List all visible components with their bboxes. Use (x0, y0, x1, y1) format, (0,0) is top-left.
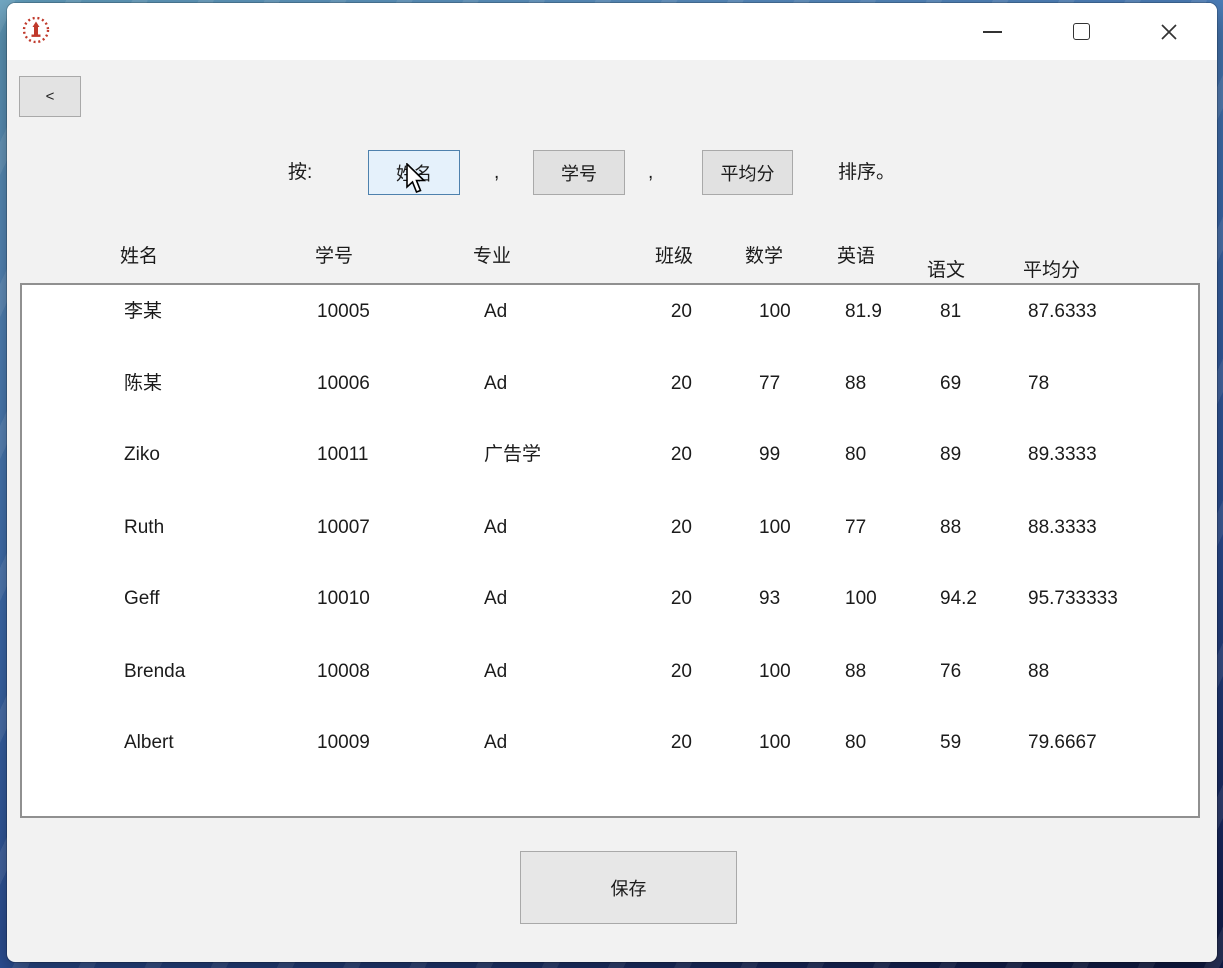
cell-class: 20 (670, 588, 692, 609)
cell-major: Ad (484, 588, 508, 609)
cell-id: 10011 (317, 444, 369, 465)
close-icon (1161, 23, 1177, 40)
header-average: 平均分 (1023, 260, 1081, 281)
sort-prefix-label: 按: (288, 162, 313, 183)
cell-english: 100 (845, 588, 877, 609)
sort-separator: , (648, 162, 654, 183)
cell-name: Albert (124, 732, 174, 753)
minimize-icon (982, 30, 1002, 33)
cell-chinese: 89 (940, 444, 962, 465)
cell-chinese: 94.2 (940, 588, 977, 609)
table-row[interactable]: Ziko 10011 广告学 20 99 80 89 89.3333 (22, 442, 1198, 468)
sort-suffix-label: 排序。 (838, 162, 896, 183)
header-chinese: 语文 (927, 260, 966, 281)
cell-average: 88.3333 (1028, 517, 1097, 538)
cell-average: 79.6667 (1028, 732, 1097, 753)
cell-name: 李某 (124, 301, 163, 322)
header-name: 姓名 (120, 246, 159, 267)
cell-math: 100 (759, 517, 791, 538)
cell-major: Ad (484, 732, 508, 753)
maximize-button[interactable] (1051, 3, 1111, 60)
table-row[interactable]: Brenda 10008 Ad 20 100 88 76 88 (22, 659, 1198, 685)
header-id: 学号 (315, 246, 354, 267)
cell-id: 10009 (317, 732, 370, 753)
close-button[interactable] (1139, 3, 1199, 60)
cell-name: Ziko (124, 444, 160, 465)
header-math: 数学 (745, 246, 784, 267)
sort-separator: , (494, 162, 500, 183)
header-class: 班级 (655, 246, 694, 267)
cell-chinese: 76 (940, 661, 962, 682)
cell-average: 89.3333 (1028, 444, 1097, 465)
cell-english: 80 (845, 444, 867, 465)
cell-chinese: 81 (940, 301, 962, 322)
cell-id: 10010 (317, 588, 370, 609)
cell-name: Ruth (124, 517, 165, 538)
cell-class: 20 (670, 301, 692, 322)
cell-math: 99 (759, 444, 781, 465)
cell-average: 95.733333 (1028, 588, 1118, 609)
cell-english: 81.9 (845, 301, 882, 322)
cell-major: 广告学 (484, 444, 542, 465)
cell-english: 88 (845, 373, 867, 394)
cell-class: 20 (670, 732, 692, 753)
maximize-icon (1072, 23, 1090, 40)
cell-major: Ad (484, 373, 508, 394)
title-bar[interactable] (7, 3, 1217, 60)
cell-english: 77 (845, 517, 867, 538)
cell-major: Ad (484, 661, 508, 682)
table-row[interactable]: Albert 10009 Ad 20 100 80 59 79.6667 (22, 730, 1198, 756)
cell-average: 87.6333 (1028, 301, 1097, 322)
cell-major: Ad (484, 517, 508, 538)
cell-math: 100 (759, 732, 791, 753)
cell-class: 20 (670, 517, 692, 538)
cell-major: Ad (484, 301, 508, 322)
cell-class: 20 (670, 661, 692, 682)
cell-chinese: 88 (940, 517, 962, 538)
student-list[interactable]: 李某 10005 Ad 20 100 81.9 81 87.6333 陈某 10006 Ad 20 77… (20, 283, 1200, 818)
table-row[interactable]: 李某 10005 Ad 20 100 81.9 81 87.6333 (22, 299, 1198, 325)
cell-class: 20 (670, 373, 692, 394)
cell-math: 100 (759, 661, 791, 682)
back-button[interactable]: < (19, 76, 81, 117)
sort-by-average-button[interactable]: 平均分 (702, 150, 793, 195)
cell-chinese: 59 (940, 732, 962, 753)
cell-id: 10005 (317, 301, 370, 322)
minimize-button[interactable] (962, 3, 1022, 60)
table-row[interactable]: 陈某 10006 Ad 20 77 88 69 78 (22, 371, 1198, 397)
cell-id: 10008 (317, 661, 370, 682)
cell-chinese: 69 (940, 373, 962, 394)
header-major: 专业 (473, 246, 512, 267)
cell-name: Brenda (124, 661, 186, 682)
cell-id: 10007 (317, 517, 370, 538)
table-row[interactable]: Ruth 10007 Ad 20 100 77 88 88.3333 (22, 515, 1198, 541)
header-english: 英语 (837, 246, 876, 267)
cell-math: 93 (759, 588, 781, 609)
cell-name: Geff (124, 588, 160, 609)
app-logo-icon (22, 16, 50, 44)
cell-id: 10006 (317, 373, 370, 394)
table-row[interactable]: Geff 10010 Ad 20 93 100 94.2 95.733333 (22, 586, 1198, 612)
cell-name: 陈某 (124, 373, 163, 394)
cell-english: 88 (845, 661, 867, 682)
sort-by-name-button[interactable]: 姓名 (368, 150, 460, 195)
save-button[interactable]: 保存 (520, 851, 737, 924)
sort-by-id-button[interactable]: 学号 (533, 150, 625, 195)
cell-math: 77 (759, 373, 781, 394)
cell-average: 88 (1028, 661, 1050, 682)
cell-math: 100 (759, 301, 791, 322)
cell-english: 80 (845, 732, 867, 753)
app-window: < 按: 姓名 , 学号 , 平均分 排序。 姓名 学号 专业 班级 数学 英语… (7, 3, 1217, 962)
cell-average: 78 (1028, 373, 1050, 394)
cell-class: 20 (670, 444, 692, 465)
